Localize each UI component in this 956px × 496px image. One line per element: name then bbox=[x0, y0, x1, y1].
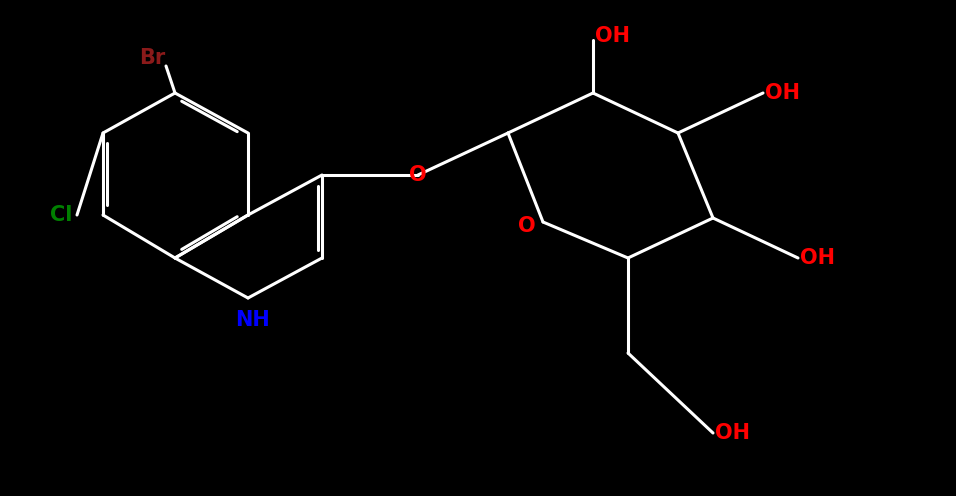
Text: O: O bbox=[518, 216, 535, 236]
Text: Br: Br bbox=[139, 48, 165, 68]
Text: Cl: Cl bbox=[50, 205, 73, 225]
Text: OH: OH bbox=[766, 83, 800, 103]
Text: O: O bbox=[409, 165, 426, 185]
Text: NH: NH bbox=[235, 310, 271, 330]
Text: OH: OH bbox=[596, 26, 631, 46]
Text: OH: OH bbox=[800, 248, 836, 268]
Text: OH: OH bbox=[715, 423, 750, 443]
